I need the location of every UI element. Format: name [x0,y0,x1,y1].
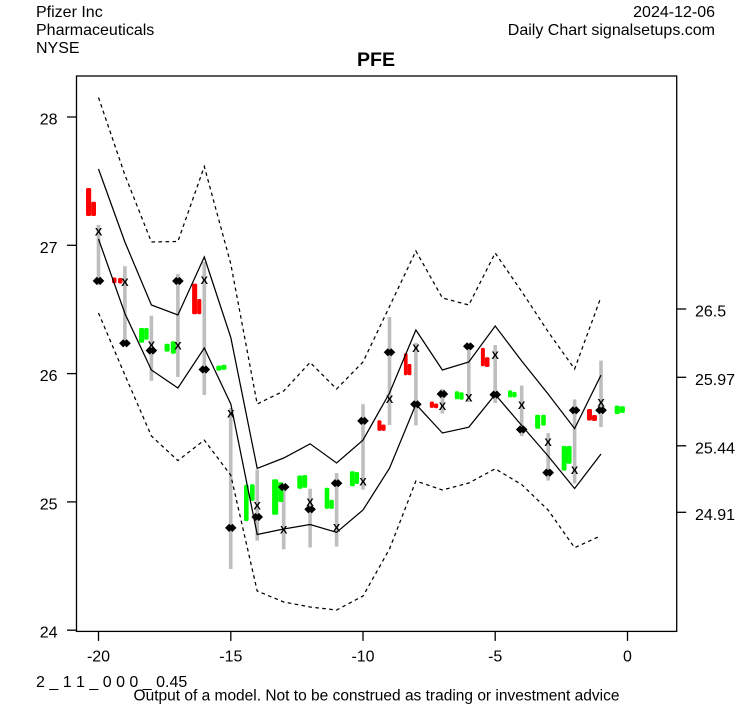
svg-text:X: X [227,409,235,421]
svg-text:27: 27 [40,240,58,257]
svg-text:X: X [518,400,526,412]
svg-text:X: X [465,393,473,405]
svg-text:X: X [121,277,129,289]
svg-text:28: 28 [40,112,58,129]
svg-text:-5: -5 [488,649,502,666]
svg-text:X: X [254,501,262,513]
svg-text:Daily Chart signalsetups.com: Daily Chart signalsetups.com [508,22,715,39]
svg-text:X: X [492,350,500,362]
svg-text:26: 26 [40,368,58,385]
svg-text:X: X [359,476,367,488]
svg-text:0: 0 [623,649,632,666]
svg-text:X: X [597,398,605,410]
svg-text:X: X [148,340,156,352]
svg-text:-15: -15 [219,649,242,666]
svg-text:Output of a model. Not to be c: Output of a model. Not to be construed a… [134,688,620,705]
svg-text:2 _ 1 1 _ 0 0 0 _ 0.45: 2 _ 1 1 _ 0 0 0 _ 0.45 [36,674,187,691]
svg-text:X: X [412,343,420,355]
svg-text:Pharmaceuticals: Pharmaceuticals [36,22,154,39]
svg-text:X: X [201,275,209,287]
svg-text:25: 25 [40,496,58,513]
svg-text:Pfizer Inc: Pfizer Inc [36,4,103,21]
svg-text:X: X [571,465,579,477]
svg-text:X: X [174,341,182,353]
svg-text:-20: -20 [87,649,110,666]
svg-text:X: X [439,401,447,413]
svg-text:2024-12-06: 2024-12-06 [633,4,715,21]
svg-text:25.44: 25.44 [695,440,735,457]
svg-text:X: X [386,394,394,406]
svg-text:24: 24 [40,625,58,642]
svg-text:X: X [333,523,341,535]
svg-text:-10: -10 [351,649,374,666]
svg-text:X: X [280,524,288,536]
svg-text:24.91: 24.91 [695,507,735,524]
svg-text:PFE: PFE [357,49,395,71]
svg-text:X: X [306,497,314,509]
svg-text:X: X [95,227,103,239]
svg-text:NYSE: NYSE [36,40,80,57]
svg-text:X: X [544,437,552,449]
svg-text:25.97: 25.97 [695,372,735,389]
svg-text:26.5: 26.5 [695,304,726,321]
